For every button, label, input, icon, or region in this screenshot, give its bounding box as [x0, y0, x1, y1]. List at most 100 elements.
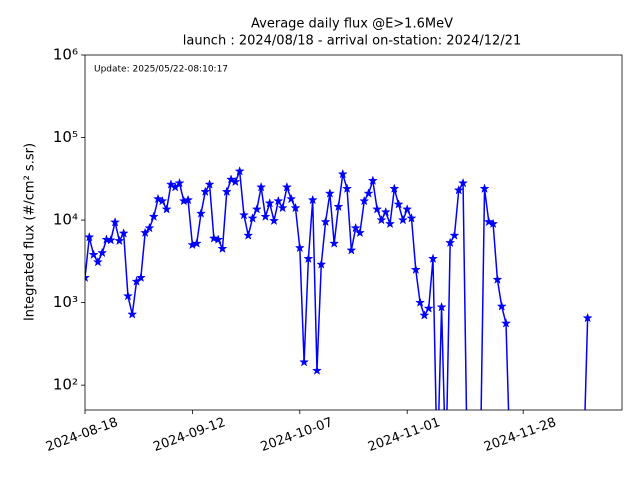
y-axis-label: Integrated flux (#/cm² s.sr) — [23, 143, 38, 321]
data-point — [140, 227, 151, 238]
data-point — [114, 235, 125, 246]
data-point — [213, 234, 224, 244]
data-point — [406, 213, 417, 223]
data-point — [281, 181, 292, 192]
data-point — [496, 301, 507, 311]
data-point — [92, 256, 103, 267]
data-point — [449, 230, 460, 240]
data-point — [243, 230, 254, 240]
data-point — [269, 215, 280, 226]
data-point — [195, 208, 206, 218]
data-point — [354, 227, 365, 238]
data-point — [97, 247, 108, 258]
data-point — [299, 356, 310, 367]
data-point — [118, 228, 129, 238]
y-tick-label: 10² — [53, 376, 78, 394]
data-point — [307, 194, 318, 205]
chart-title: Average daily flux @E>1.6MeV — [251, 17, 453, 32]
chart-subtitle: launch : 2024/08/18 - arrival on-station… — [183, 34, 521, 49]
data-point — [488, 218, 499, 229]
data-point — [148, 211, 159, 221]
data-point — [501, 318, 512, 328]
data-point — [453, 184, 464, 195]
data-point — [256, 181, 267, 192]
data-point — [479, 183, 490, 193]
data-point — [342, 183, 353, 193]
data-point — [329, 238, 340, 248]
data-point — [316, 259, 327, 269]
y-tick-label: 10⁴ — [53, 211, 78, 229]
data-point — [200, 186, 211, 197]
y-tick-label: 10⁶ — [53, 46, 78, 64]
data-point — [458, 177, 469, 188]
data-point — [290, 202, 301, 213]
data-point — [247, 213, 258, 223]
data-point — [333, 201, 344, 212]
data-point — [363, 188, 374, 198]
data-point — [230, 176, 241, 187]
data-point — [251, 204, 262, 214]
data-point — [376, 214, 387, 225]
y-tick-label: 10⁵ — [53, 128, 78, 146]
data-point — [157, 195, 168, 206]
y-tick-label: 10³ — [53, 293, 78, 311]
data-point — [483, 216, 494, 227]
data-point — [204, 179, 215, 189]
data-point — [174, 177, 185, 188]
data-point — [393, 199, 404, 209]
data-point — [161, 204, 172, 214]
data-point — [260, 211, 271, 221]
data-point — [359, 195, 370, 206]
data-point — [88, 249, 99, 260]
data-point — [582, 312, 593, 323]
data-point — [427, 253, 438, 264]
data-point — [311, 365, 322, 375]
axes-frame — [84, 54, 623, 411]
data-point — [415, 297, 426, 307]
data-point — [135, 272, 146, 283]
data-point — [286, 193, 297, 204]
data-point — [273, 195, 284, 206]
data-line — [85, 171, 589, 410]
data-point — [208, 233, 219, 243]
data-point — [303, 253, 314, 264]
data-point — [165, 179, 176, 189]
plot-area — [85, 166, 593, 410]
annotation: Update: 2025/05/22-08:10:17 — [94, 65, 228, 75]
data-point — [320, 216, 331, 227]
data-point — [294, 242, 305, 253]
data-point — [337, 168, 348, 179]
data-point — [397, 214, 408, 225]
data-point — [183, 194, 194, 205]
data-point — [85, 231, 95, 242]
data-point — [419, 310, 430, 320]
data-point — [380, 206, 391, 217]
data-point — [122, 290, 133, 301]
data-point — [350, 222, 361, 233]
data-point — [372, 204, 383, 214]
data-point — [367, 175, 378, 185]
data-point — [324, 188, 335, 198]
data-point — [385, 218, 396, 229]
data-point — [389, 183, 400, 193]
data-point — [445, 237, 456, 248]
data-point — [423, 303, 434, 313]
data-point — [492, 274, 503, 284]
data-point — [110, 217, 121, 227]
data-point — [191, 238, 202, 248]
data-point — [105, 234, 116, 245]
data-point — [226, 174, 237, 184]
data-point — [410, 264, 421, 275]
data-point — [127, 309, 138, 319]
data-point — [238, 209, 249, 220]
data-point — [217, 243, 228, 253]
data-point — [221, 186, 232, 197]
data-point — [346, 245, 357, 255]
data-point — [436, 301, 447, 312]
data-point — [402, 204, 413, 214]
data-point — [153, 193, 164, 204]
data-point — [144, 222, 155, 233]
data-point — [277, 202, 288, 213]
data-point — [264, 197, 275, 208]
